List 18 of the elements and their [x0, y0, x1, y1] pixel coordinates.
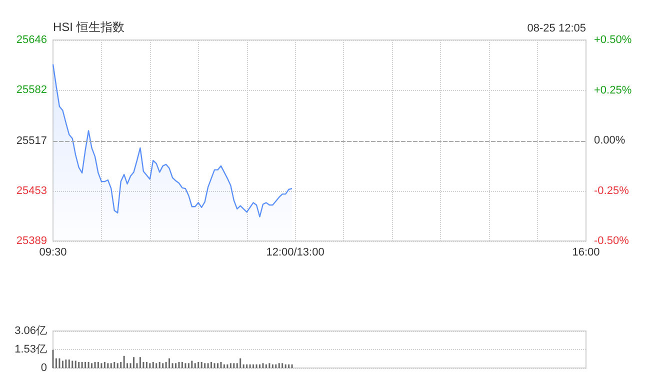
- x-tick-label: 16:00: [572, 246, 600, 258]
- x-tick-label: 09:30: [39, 246, 67, 258]
- x-tick-label: 12:00/13:00: [266, 246, 324, 258]
- y2-tick-label: -0.50%: [594, 235, 630, 247]
- y-tick-label: 25389: [16, 235, 47, 247]
- y-tick-label: 25646: [16, 34, 47, 46]
- y2-tick-label: 0.00%: [594, 134, 626, 146]
- y-tick-label: 0: [40, 362, 47, 374]
- y-tick-label: 3.06亿: [14, 325, 47, 337]
- y2-tick-label: +0.25%: [594, 84, 632, 96]
- chart-title: HSI 恒生指数: [53, 20, 124, 34]
- y-tick-label: 25582: [16, 84, 47, 96]
- y-tick-label: 1.53亿: [14, 344, 47, 356]
- text: 08-25 12:05: [527, 22, 586, 34]
- y-tick-label: 25517: [16, 134, 47, 147]
- y-tick-label: 25453: [16, 184, 47, 197]
- y2-tick-label: +0.50%: [594, 34, 632, 46]
- y2-tick-label: -0.25%: [594, 184, 630, 197]
